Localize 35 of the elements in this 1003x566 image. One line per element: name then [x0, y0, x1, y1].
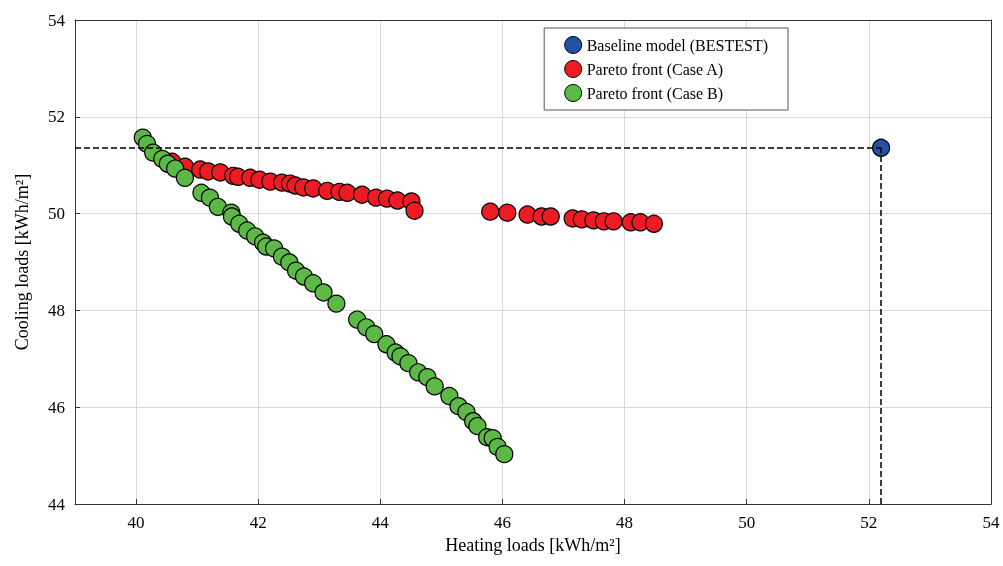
y-tick-label: 54: [48, 10, 66, 30]
y-tick-label: 44: [48, 494, 66, 514]
point: [314, 283, 333, 302]
point: [425, 377, 444, 396]
point: [365, 325, 384, 344]
y-tick-label: 46: [48, 397, 65, 417]
point: [495, 445, 514, 464]
x-tick-label: 54: [982, 513, 1000, 532]
point: [175, 168, 195, 187]
x-axis-title: Heating loads [kWh/m²]: [445, 535, 621, 555]
x-tick-label: 40: [127, 513, 145, 532]
y-tick-label: 52: [48, 107, 65, 127]
point: [338, 183, 357, 202]
point: [327, 294, 346, 313]
x-tick-label: 48: [616, 513, 634, 532]
point: [541, 207, 560, 226]
point: [468, 416, 487, 436]
x-tick-label: 50: [738, 513, 756, 532]
point: [872, 138, 891, 157]
legend-label: Pareto front (Case A): [586, 60, 724, 79]
x-tick-label: 42: [249, 513, 267, 532]
legend-label: Pareto front (Case B): [586, 84, 724, 103]
x-tick-label: 52: [860, 513, 878, 532]
x-tick-label: 46: [493, 513, 511, 532]
legend-label: Baseline model (BESTEST): [586, 36, 769, 55]
point: [481, 202, 500, 221]
point: [604, 212, 623, 231]
point: [208, 197, 227, 216]
y-tick-label: 50: [48, 204, 65, 224]
x-tick-label: 44: [371, 513, 390, 532]
point: [498, 203, 517, 222]
point: [644, 214, 664, 233]
point: [405, 201, 424, 220]
y-axis-title: Cooling loads [kWh/m²]: [12, 173, 32, 351]
y-tick-label: 48: [48, 300, 65, 320]
